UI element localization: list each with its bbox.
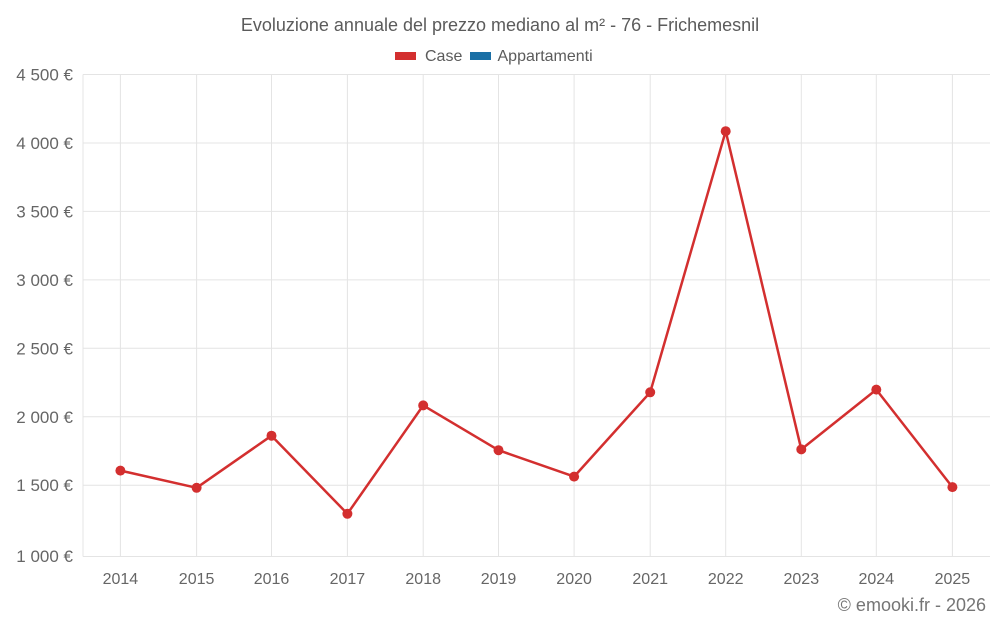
svg-text:2017: 2017	[330, 571, 366, 588]
svg-text:2018: 2018	[405, 571, 441, 588]
svg-text:2020: 2020	[556, 571, 592, 588]
svg-text:2023: 2023	[784, 571, 820, 588]
svg-text:1 000 €: 1 000 €	[16, 547, 73, 566]
svg-text:2021: 2021	[632, 571, 668, 588]
svg-text:4 000 €: 4 000 €	[16, 134, 73, 153]
svg-text:2022: 2022	[708, 571, 744, 588]
svg-text:2 000 €: 2 000 €	[16, 408, 73, 427]
svg-text:3 500 €: 3 500 €	[16, 202, 73, 221]
svg-text:4 500 €: 4 500 €	[16, 66, 73, 85]
svg-text:1 500 €: 1 500 €	[16, 476, 73, 495]
svg-text:2019: 2019	[481, 571, 517, 588]
svg-text:2014: 2014	[103, 571, 139, 588]
svg-text:2015: 2015	[179, 571, 215, 588]
svg-text:2 500 €: 2 500 €	[16, 339, 73, 358]
svg-text:2024: 2024	[859, 571, 895, 588]
svg-text:2016: 2016	[254, 571, 290, 588]
svg-text:3 000 €: 3 000 €	[16, 271, 73, 290]
svg-text:2025: 2025	[935, 571, 971, 588]
